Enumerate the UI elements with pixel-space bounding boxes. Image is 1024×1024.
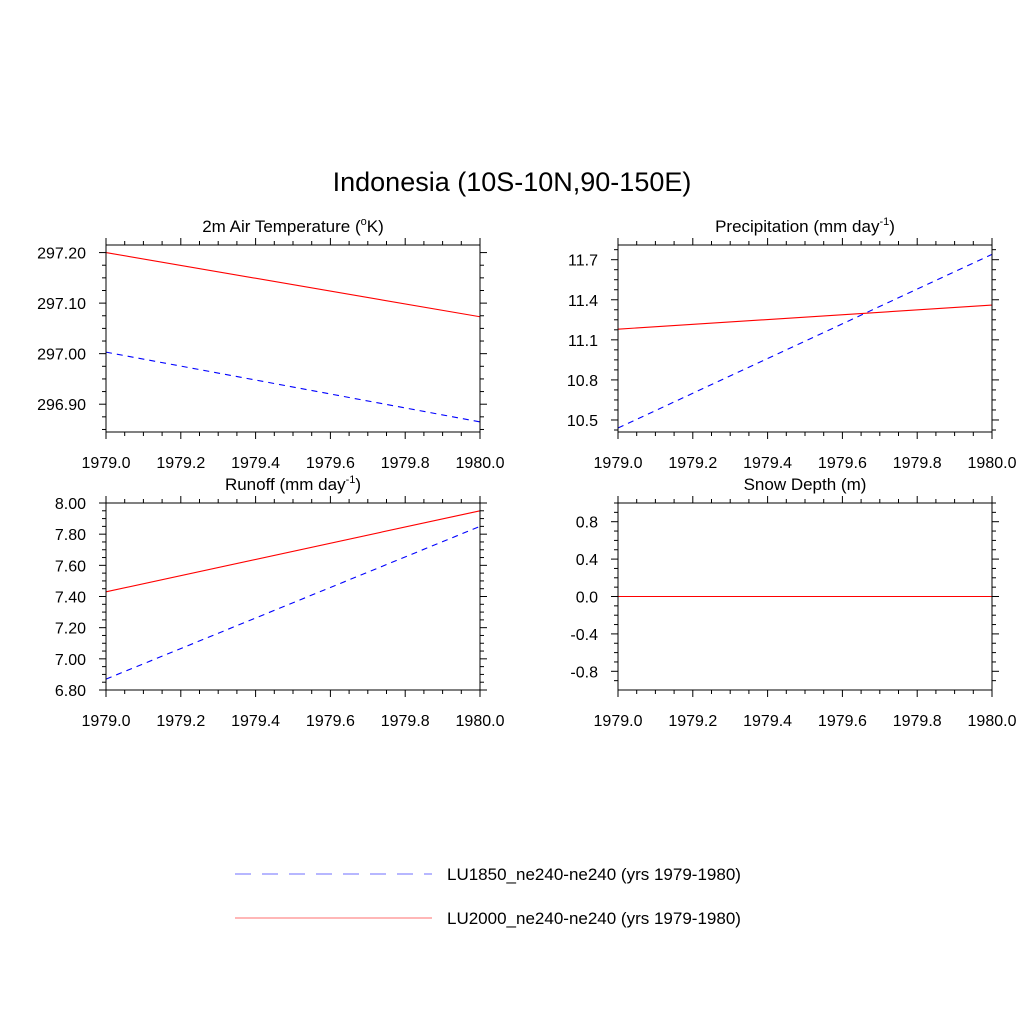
series-line [105, 525, 481, 680]
y-tick-label: 11.1 [568, 333, 598, 350]
y-tick-label: 7.00 [55, 652, 86, 669]
chart-panel: Snow Depth (m) 1979.0 1979.2 1979.4 1979.6 19… [570, 475, 1016, 730]
legend-label: LU1850_ne240-ne240 (yrs 1979-1980) [447, 865, 741, 884]
plot-frame [617, 244, 993, 433]
y-tick-label: -0.4 [570, 627, 598, 644]
x-tick-label: 1980.0 [456, 455, 505, 472]
x-tick-label: 1979.0 [82, 713, 131, 730]
y-tick-label: 7.40 [55, 590, 86, 607]
x-tick-label: 1979.2 [156, 713, 205, 730]
x-tick-label: 1980.0 [456, 713, 505, 730]
x-tick-label: 1979.6 [818, 455, 867, 472]
x-tick-label: 1979.2 [156, 455, 205, 472]
y-tick-label: 7.60 [55, 558, 86, 575]
y-tick-label: 7.80 [55, 527, 86, 544]
plot-frame [105, 502, 481, 691]
y-tick-label: 10.8 [567, 373, 598, 390]
y-tick-label: 297.20 [37, 246, 86, 263]
y-tick-label: 10.5 [567, 413, 598, 430]
x-tick-label: 1979.6 [306, 713, 355, 730]
chart-panel: 2m Air Temperature (oK) 1979.0 1979.2 1979.… [37, 216, 505, 472]
series-line [617, 253, 993, 429]
x-tick-label: 1980.0 [968, 455, 1017, 472]
y-tick-label: 0.8 [576, 515, 598, 532]
legend-label: LU2000_ne240-ne240 (yrs 1979-1980) [447, 909, 741, 928]
series-line [105, 510, 481, 593]
x-tick-label: 1979.8 [381, 455, 430, 472]
y-tick-label: 7.20 [55, 621, 86, 638]
y-tick-label: 0.4 [576, 552, 598, 569]
series-line [105, 252, 481, 318]
x-tick-label: 1979.0 [594, 455, 643, 472]
x-tick-label: 1979.4 [231, 713, 280, 730]
series-line [617, 304, 993, 330]
panel-title: 2m Air Temperature (oK) [202, 216, 384, 236]
y-tick-label: 296.90 [37, 397, 86, 414]
x-tick-label: 1979.2 [668, 713, 717, 730]
x-tick-label: 1979.6 [818, 713, 867, 730]
chart-panel: Precipitation (mm day-1) 1979.0 1979.2 1979… [567, 216, 1017, 472]
x-tick-label: 1979.4 [743, 455, 792, 472]
x-tick-label: 1980.0 [968, 713, 1017, 730]
x-tick-label: 1979.8 [893, 713, 942, 730]
x-tick-label: 1979.8 [381, 713, 430, 730]
y-tick-label: -0.8 [570, 664, 598, 681]
plot-frame [105, 244, 481, 433]
y-tick-label: 8.00 [55, 496, 86, 513]
y-tick-label: 11.7 [568, 253, 598, 270]
x-tick-label: 1979.4 [743, 713, 792, 730]
x-tick-label: 1979.0 [82, 455, 131, 472]
y-tick-label: 297.00 [37, 347, 86, 364]
y-tick-label: 297.10 [37, 296, 86, 313]
x-tick-label: 1979.0 [594, 713, 643, 730]
x-tick-label: 1979.2 [668, 455, 717, 472]
x-tick-label: 1979.8 [893, 455, 942, 472]
legend: LU1850_ne240-ne240 (yrs 1979-1980) LU2000… [235, 865, 741, 928]
y-tick-label: 6.80 [55, 683, 86, 700]
chart-panel: Runoff (mm day-1) 1979.0 1979.2 1979.4 1979.… [55, 474, 505, 730]
panel-title: Runoff (mm day-1) [225, 474, 361, 494]
series-line [105, 351, 481, 423]
y-tick-label: 11.4 [568, 293, 598, 310]
panel-title: Precipitation (mm day-1) [715, 216, 895, 236]
chart-panels: 2m Air Temperature (oK) 1979.0 1979.2 1979.… [37, 216, 1017, 730]
y-tick-label: 0.0 [576, 590, 598, 607]
x-tick-label: 1979.6 [306, 455, 355, 472]
x-tick-label: 1979.4 [231, 455, 280, 472]
figure-title: Indonesia (10S-10N,90-150E) [333, 167, 692, 197]
panel-title: Snow Depth (m) [744, 475, 867, 494]
